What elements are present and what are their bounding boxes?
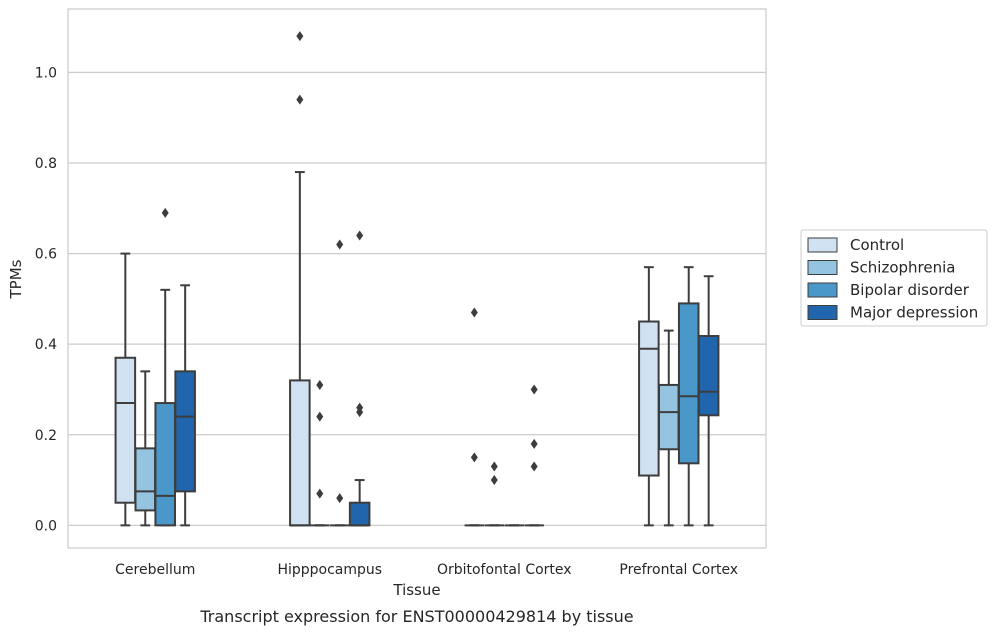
box-control [114, 252, 137, 527]
box-bipolar-disorder [677, 266, 700, 527]
legend-label: Major depression [850, 304, 978, 322]
boxes [114, 31, 720, 527]
outlier-point [470, 452, 478, 463]
y-tick-label: 0.4 [35, 337, 57, 353]
box-iqr [154, 402, 176, 527]
box-major-depression [524, 384, 544, 527]
box-schizophrenia [134, 370, 157, 527]
box-iqr [697, 335, 720, 417]
x-axis-label: Tissue [392, 581, 440, 599]
box-schizophrenia [484, 461, 505, 527]
legend-label: Schizophrenia [850, 259, 955, 277]
outlier-point [336, 493, 344, 504]
outlier-point [296, 94, 304, 105]
box-control [638, 266, 660, 527]
outlier-point [336, 239, 344, 250]
y-tick-label: 0.8 [35, 156, 57, 172]
x-tick-label: Hipppocampus [277, 562, 382, 578]
outlier-point [316, 488, 324, 499]
box-iqr [114, 356, 137, 504]
box-bipolar-disorder [329, 239, 350, 527]
box-iqr [677, 302, 700, 465]
x-tick-label: Prefrontal Cortex [619, 562, 738, 578]
outlier-point [530, 438, 538, 449]
box-major-depression [348, 230, 371, 527]
box-iqr [174, 370, 196, 493]
legend-swatch [807, 305, 838, 320]
y-tick-label: 0.6 [35, 247, 57, 263]
x-tick-labels: Cerebellum Hipppocampus Orbitofontal Corte… [115, 562, 738, 578]
x-tick-label: Cerebellum [115, 562, 195, 578]
legend-swatch [807, 237, 838, 253]
outlier-point [356, 230, 364, 241]
legend-label: Control [850, 236, 904, 254]
box-control [464, 307, 485, 527]
outlier-point [490, 461, 498, 472]
y-tick-label: 1.0 [35, 65, 57, 81]
legend-frame [800, 229, 988, 327]
outlier-point [530, 461, 538, 472]
box-schizophrenia [658, 329, 680, 527]
box-iqr [638, 320, 660, 477]
box-schizophrenia [310, 379, 330, 527]
box-major-depression [697, 275, 720, 527]
y-tick-label: 0.0 [35, 518, 57, 534]
outlier-point [530, 384, 538, 395]
box-iqr [134, 447, 157, 512]
box-iqr [289, 379, 311, 527]
y-tick-label: 0.2 [35, 428, 57, 444]
outlier-point [356, 402, 364, 413]
box-major-depression [174, 284, 196, 527]
box-control [289, 31, 311, 527]
x-tick-label: Orbitofontal Cortex [437, 562, 572, 578]
legend: Control Schizophrenia Bipolar disorder Majo… [800, 229, 988, 327]
box-iqr [658, 383, 680, 451]
outlier-point [470, 307, 478, 318]
box-iqr [348, 501, 371, 527]
outlier-point [490, 475, 498, 486]
legend-swatch [807, 282, 838, 298]
outlier-point [161, 207, 169, 218]
outlier-point [316, 411, 324, 422]
legend-swatch [807, 260, 838, 275]
y-tick-labels: 0.0 0.2 0.4 0.6 0.8 1.0 [35, 65, 57, 534]
y-axis-label: TPMs [7, 259, 25, 299]
outlier-point [316, 379, 324, 390]
chart-caption: Transcript expression for ENST0000042981… [199, 607, 633, 626]
legend-label: Bipolar disorder [850, 281, 970, 299]
plot-frame [67, 8, 767, 549]
box-bipolar-disorder [154, 207, 176, 527]
outlier-point [296, 31, 304, 42]
